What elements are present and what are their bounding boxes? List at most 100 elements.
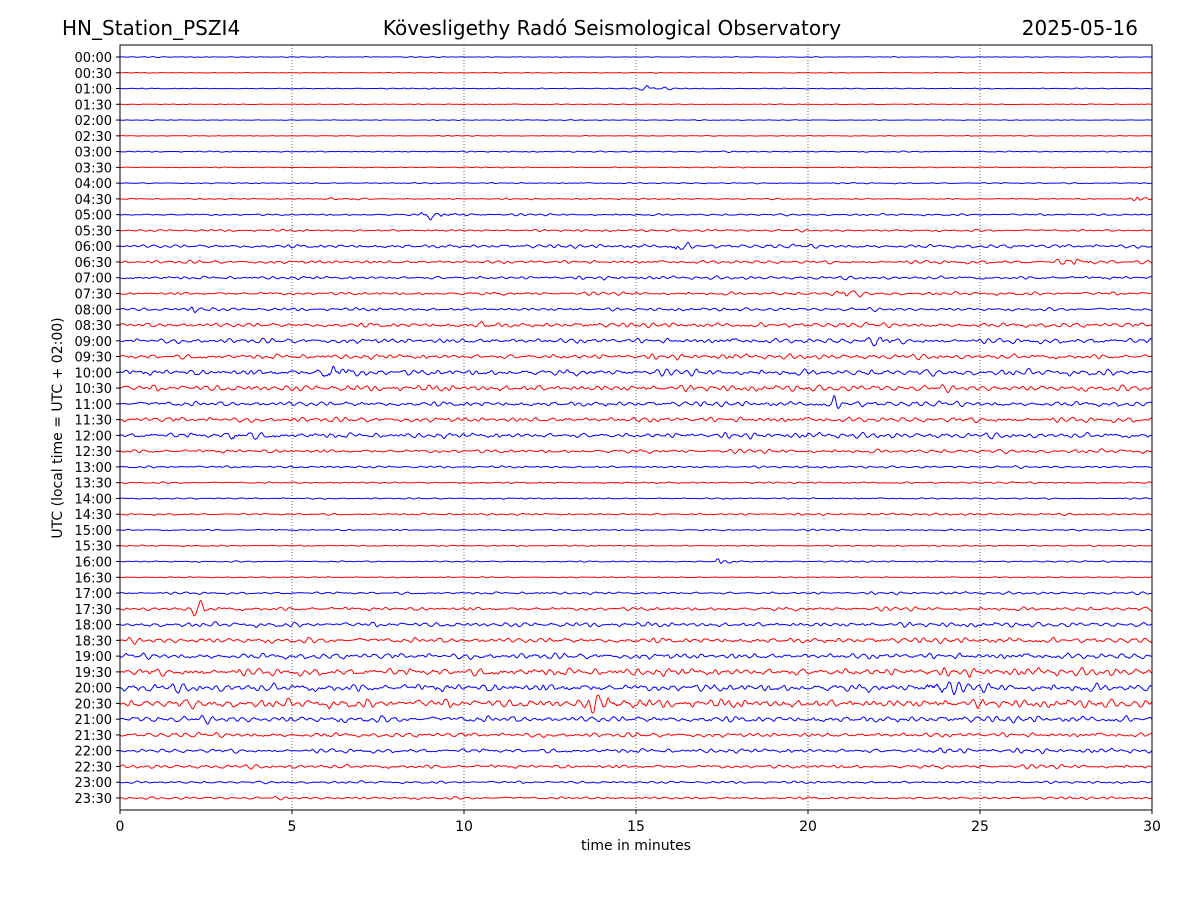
trace-0600 <box>120 241 1153 250</box>
x-tick-label: 5 <box>288 819 297 835</box>
trace-0800 <box>119 306 1153 314</box>
trace-1930 <box>119 666 1152 678</box>
date-label: 2025-05-16 <box>1022 16 1138 40</box>
x-tick-label: 25 <box>971 819 989 835</box>
y-tick-label: 18:00 <box>75 619 112 634</box>
trace-0730 <box>119 290 1153 298</box>
trace-1500 <box>119 528 1153 532</box>
x-tick-label: 0 <box>116 819 125 835</box>
trace-1200 <box>119 431 1153 440</box>
y-tick-label: 19:00 <box>75 650 112 665</box>
trace-0430 <box>119 196 1153 201</box>
y-tick-label: 14:00 <box>75 492 112 507</box>
trace-2000 <box>119 681 1153 696</box>
seismic-traces <box>119 56 1153 801</box>
trace-0530 <box>119 228 1153 233</box>
y-tick-label: 21:00 <box>75 713 112 728</box>
y-tick-label: 20:30 <box>75 697 112 712</box>
y-tick-label: 09:00 <box>75 335 112 350</box>
y-axis-label: UTC (local time = UTC + 02:00) <box>50 317 66 538</box>
y-tick-label: 06:00 <box>75 240 112 255</box>
y-tick-label: 10:00 <box>75 366 112 381</box>
x-tick-label: 15 <box>627 819 645 835</box>
y-tick-label: 21:30 <box>75 729 112 744</box>
x-tick-label: 30 <box>1143 819 1161 835</box>
trace-0000 <box>119 56 1153 59</box>
y-tick-label: 00:30 <box>75 67 112 82</box>
trace-2130 <box>119 731 1153 738</box>
trace-0830 <box>119 320 1153 329</box>
trace-2100 <box>119 714 1153 725</box>
trace-1000 <box>119 365 1153 378</box>
y-tick-label: 05:00 <box>75 209 112 224</box>
station-label: HN_Station_PSZI4 <box>62 16 240 40</box>
trace-0400 <box>119 182 1153 185</box>
y-tick-label: 14:30 <box>75 508 112 523</box>
y-tick-label: 08:30 <box>75 319 112 334</box>
x-axis: 0 5 10 15 20 25 30 <box>116 810 1161 835</box>
y-tick-label: 15:30 <box>75 540 112 555</box>
trace-1430 <box>119 512 1153 517</box>
y-tick-label: 17:30 <box>75 603 112 618</box>
y-tick-label: 12:00 <box>75 429 112 444</box>
y-tick-label: 12:30 <box>75 445 112 460</box>
trace-1100 <box>119 395 1153 409</box>
y-tick-label: 00:00 <box>75 51 112 66</box>
trace-0930 <box>119 353 1153 361</box>
trace-1830 <box>119 636 1153 645</box>
y-tick-label: 18:30 <box>75 634 112 649</box>
trace-1700 <box>119 591 1153 596</box>
y-tick-label: 04:00 <box>75 177 112 192</box>
y-tick-label: 03:30 <box>75 161 112 176</box>
y-tick-label: 16:30 <box>75 571 112 586</box>
chart-title: Kövesligethy Radó Seismological Observat… <box>383 16 841 40</box>
x-tick-label: 20 <box>799 819 817 835</box>
y-tick-label: 01:30 <box>75 98 112 113</box>
trace-0130 <box>120 103 1153 106</box>
y-tick-label: 03:00 <box>75 146 112 161</box>
trace-2030 <box>119 694 1153 714</box>
y-tick-label: 02:30 <box>75 130 112 145</box>
y-tick-label: 13:30 <box>75 477 112 492</box>
trace-2300 <box>119 780 1153 785</box>
trace-1130 <box>119 416 1153 424</box>
trace-0200 <box>119 119 1153 122</box>
trace-1330 <box>119 481 1153 485</box>
x-axis-label: time in minutes <box>581 838 691 854</box>
trace-2230 <box>119 763 1153 770</box>
y-tick-label: 11:00 <box>75 398 112 413</box>
y-tick-label: 08:00 <box>75 303 112 318</box>
trace-1400 <box>119 497 1153 500</box>
y-tick-label: 05:30 <box>75 224 112 239</box>
y-tick-label: 19:30 <box>75 666 112 681</box>
y-tick-label: 01:00 <box>75 83 112 98</box>
y-tick-label: 23:00 <box>75 776 112 791</box>
x-tick-label: 10 <box>455 819 473 835</box>
trace-1530 <box>119 544 1153 548</box>
trace-0900 <box>119 336 1153 347</box>
trace-1730 <box>119 599 1153 617</box>
y-tick-label: 16:00 <box>75 556 112 571</box>
trace-0300 <box>119 150 1153 153</box>
y-tick-label: 09:30 <box>75 351 112 366</box>
y-tick-label: 22:00 <box>75 745 112 760</box>
y-tick-label: 13:00 <box>75 461 112 476</box>
y-tick-label: 17:00 <box>75 587 112 602</box>
trace-0100 <box>119 85 1153 91</box>
y-tick-label: 04:30 <box>75 193 112 208</box>
trace-2200 <box>119 747 1153 755</box>
y-tick-label: 15:00 <box>75 524 112 539</box>
y-tick-label: 23:30 <box>75 792 112 807</box>
y-axis: 00:0000:3001:0001:3002:0002:3003:0003:30… <box>75 51 120 807</box>
y-tick-label: 20:00 <box>75 682 112 697</box>
trace-1600 <box>119 558 1153 565</box>
trace-1630 <box>119 576 1153 579</box>
trace-1230 <box>119 448 1153 455</box>
trace-1030 <box>119 383 1153 394</box>
trace-1300 <box>119 465 1153 469</box>
y-tick-label: 07:00 <box>75 272 112 287</box>
trace-0500 <box>119 212 1153 221</box>
y-tick-label: 10:30 <box>75 382 112 397</box>
y-tick-label: 02:00 <box>75 114 112 129</box>
